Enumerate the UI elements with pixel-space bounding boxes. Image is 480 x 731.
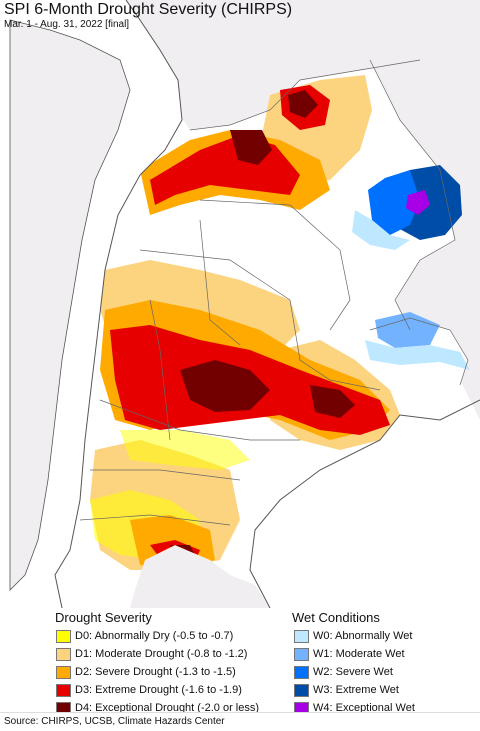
map-area bbox=[0, 0, 480, 608]
legend-item-d4: D4: Exceptional Drought (-2.0 or less) bbox=[56, 700, 259, 716]
legend-label-w4: W4: Exceptional Wet bbox=[313, 702, 415, 714]
legend-swatch-d2 bbox=[56, 665, 71, 679]
peru-bolivia-outside bbox=[126, 0, 480, 130]
wet-w0-ne bbox=[352, 210, 410, 250]
wet-w0-uruguay bbox=[365, 340, 470, 370]
legend-item-w1: W1: Moderate Wet bbox=[294, 646, 405, 662]
d4-northeast bbox=[288, 90, 318, 118]
legend-item-w0: W0: Abnormally Wet bbox=[294, 628, 412, 644]
legend-item-d2: D2: Severe Drought (-1.3 to -1.5) bbox=[56, 664, 236, 680]
legend-item-d3: D3: Extreme Drought (-1.6 to -1.9) bbox=[56, 682, 242, 698]
legend: Drought Severity Wet Conditions D0: Abno… bbox=[0, 608, 480, 715]
legend-label-d2: D2: Severe Drought (-1.3 to -1.5) bbox=[75, 666, 236, 678]
legend-label-d0: D0: Abnormally Dry (-0.5 to -0.7) bbox=[75, 630, 234, 642]
legend-swatch-w3 bbox=[294, 683, 309, 697]
legend-label-w2: W2: Severe Wet bbox=[313, 666, 393, 678]
map-title: SPI 6-Month Drought Severity (CHIRPS) bbox=[4, 1, 293, 18]
legend-item-d1: D1: Moderate Drought (-0.8 to -1.2) bbox=[56, 646, 247, 662]
wet-w2-misiones bbox=[368, 170, 420, 235]
atlantic-coast bbox=[249, 399, 480, 608]
brazil-outside bbox=[370, 60, 480, 420]
legend-item-d0: D0: Abnormally Dry (-0.5 to -0.7) bbox=[56, 628, 233, 644]
d4-central bbox=[180, 360, 270, 412]
wet-w1-uruguay bbox=[375, 312, 440, 348]
source-text: Source: CHIRPS, UCSB, Climate Hazards Ce… bbox=[4, 716, 225, 727]
wet-legend-title: Wet Conditions bbox=[292, 610, 380, 625]
legend-label-w0: W0: Abnormally Wet bbox=[313, 630, 413, 642]
legend-swatch-w0 bbox=[294, 629, 309, 643]
legend-swatch-d1 bbox=[56, 647, 71, 661]
legend-label-d4: D4: Exceptional Drought (-2.0 or less) bbox=[75, 702, 260, 714]
drought-map bbox=[0, 0, 480, 608]
d0-central bbox=[120, 430, 250, 470]
legend-item-w3: W3: Extreme Wet bbox=[294, 682, 399, 698]
footer: Source: CHIRPS, UCSB, Climate Hazards Ce… bbox=[0, 712, 480, 731]
coastline bbox=[54, 0, 183, 608]
legend-swatch-w2 bbox=[294, 665, 309, 679]
legend-swatch-w1 bbox=[294, 647, 309, 661]
legend-swatch-d0 bbox=[56, 629, 71, 643]
d4-north bbox=[230, 130, 272, 165]
legend-label-w1: W1: Moderate Wet bbox=[313, 648, 405, 660]
legend-label-w3: W3: Extreme Wet bbox=[313, 684, 399, 696]
legend-label-d3: D3: Extreme Drought (-1.6 to -1.9) bbox=[75, 684, 242, 696]
wet-w4-misiones bbox=[406, 190, 430, 215]
admin-borders bbox=[79, 59, 469, 526]
legend-swatch-d3 bbox=[56, 683, 71, 697]
d4-central-east bbox=[310, 385, 355, 418]
chile-outside-region bbox=[9, 19, 131, 591]
legend-item-w2: W2: Severe Wet bbox=[294, 664, 393, 680]
drought-legend-title: Drought Severity bbox=[55, 610, 152, 625]
map-subtitle: Mar. 1 - Aug. 31, 2022 [final] bbox=[4, 19, 130, 30]
legend-label-d1: D1: Moderate Drought (-0.8 to -1.2) bbox=[75, 648, 248, 660]
